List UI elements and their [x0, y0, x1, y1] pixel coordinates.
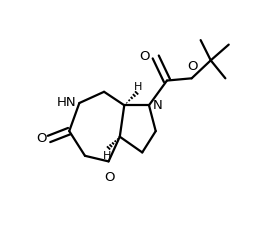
Text: H: H — [103, 151, 112, 160]
Text: HN: HN — [56, 96, 76, 109]
Text: N: N — [153, 98, 162, 111]
Text: O: O — [104, 170, 115, 183]
Text: O: O — [188, 59, 198, 72]
Text: H: H — [134, 81, 142, 91]
Text: O: O — [140, 50, 150, 63]
Text: O: O — [36, 132, 46, 145]
